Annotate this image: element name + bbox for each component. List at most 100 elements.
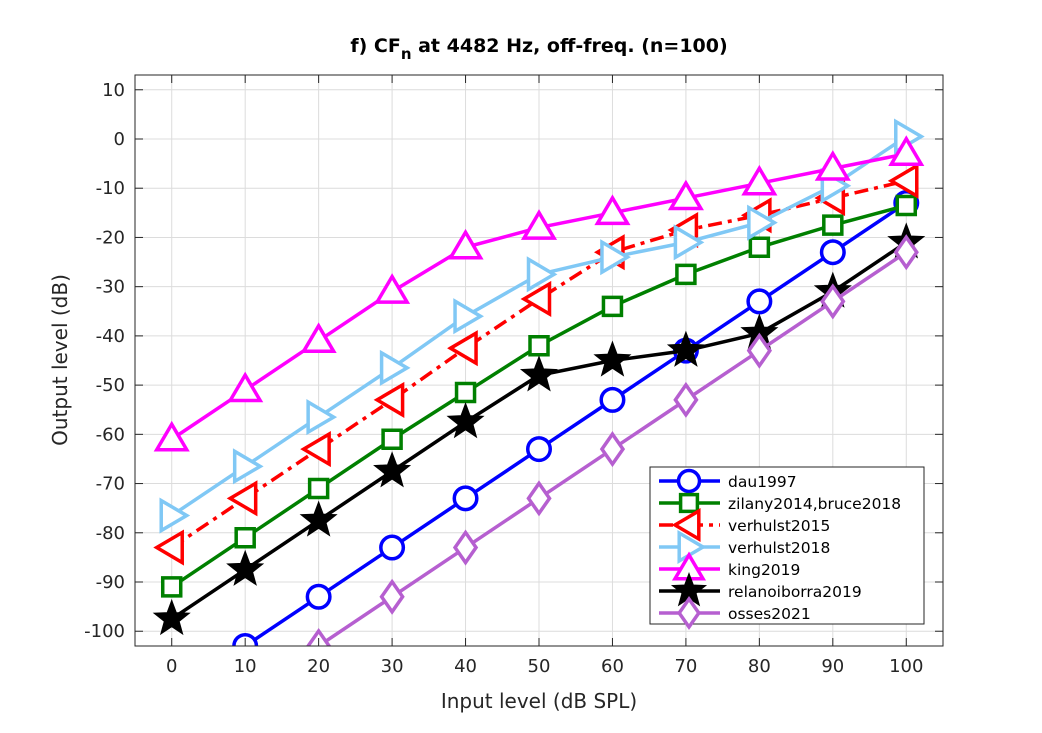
marker-diamond <box>526 480 552 517</box>
marker-square <box>528 334 550 357</box>
legend-label: relanoiborra2019 <box>728 583 862 601</box>
marker-triangle-up <box>153 420 190 452</box>
legend-item: zilany2014,bruce2018 <box>659 492 901 514</box>
y-tick-label: 10 <box>102 80 125 101</box>
marker-star <box>152 598 191 636</box>
marker-square <box>748 236 771 259</box>
ticks: 0 10 20 30 40 50 60 70 80 90 100100-10-20-30-40-50… <box>84 75 943 677</box>
marker-triangle-up <box>888 135 925 167</box>
marker-triangle-up <box>227 371 264 403</box>
marker-triangle-up <box>814 150 851 181</box>
y-tick-label: -20 <box>96 227 125 248</box>
marker-square <box>678 492 700 514</box>
x-tick-label: 100 <box>889 656 923 677</box>
marker-triangle-right <box>526 256 558 293</box>
marker-triangle-up <box>300 322 337 354</box>
marker-diamond <box>677 595 701 631</box>
marker-diamond <box>746 332 772 369</box>
marker-triangle-right <box>600 239 631 276</box>
marker-square <box>675 263 697 286</box>
marker-star <box>593 340 632 377</box>
marker-triangle-right <box>159 497 191 534</box>
marker-circle <box>819 239 846 266</box>
marker-diamond <box>452 529 479 566</box>
x-tick-label: 50 <box>528 656 551 677</box>
marker-star <box>666 330 705 367</box>
x-tick-label: 70 <box>674 656 697 677</box>
marker-triangle-right <box>677 529 707 565</box>
x-tick-label: 60 <box>601 656 624 677</box>
series-group <box>152 118 926 710</box>
marker-triangle-up <box>741 164 778 196</box>
marker-circle <box>160 684 183 707</box>
marker-star <box>446 402 485 439</box>
marker-square <box>234 526 256 549</box>
marker-triangle-right <box>747 204 778 241</box>
marker-circle <box>526 436 552 463</box>
x-axis-label: Input level (dB SPL) <box>441 689 637 713</box>
y-tick-label: -50 <box>96 375 125 396</box>
chart-title: f) CFn at 4482 Hz, off-freq. (n=100) <box>350 35 727 63</box>
marker-triangle-up <box>374 273 411 304</box>
legend: dau1997 zilany2014,bruce2018 verhulst2015 v… <box>649 466 925 631</box>
legend-label: zilany2014,bruce2018 <box>728 495 901 513</box>
marker-star <box>519 355 559 392</box>
x-tick-label: 40 <box>454 656 477 677</box>
y-tick-label: -90 <box>96 572 125 593</box>
y-tick-label: 0 <box>114 129 125 150</box>
marker-diamond <box>379 578 405 615</box>
marker-triangle-left <box>373 381 405 418</box>
y-axis-label: Output level (dB) <box>48 274 72 446</box>
x-tick-label: 30 <box>381 656 404 677</box>
marker-diamond <box>235 680 256 710</box>
marker-triangle-right <box>232 448 264 485</box>
marker-diamond <box>673 381 699 418</box>
legend-item: osses2021 <box>659 595 811 631</box>
marker-triangle-left <box>153 529 184 566</box>
x-tick-label: 80 <box>748 656 771 677</box>
marker-circle <box>379 534 406 561</box>
series-osses2021 <box>235 234 919 710</box>
marker-circle <box>305 583 332 610</box>
marker-square <box>307 477 330 500</box>
marker-triangle-left <box>226 480 258 517</box>
marker-triangle-left <box>887 162 919 199</box>
marker-square <box>454 381 477 404</box>
y-tick-label: -100 <box>84 621 125 642</box>
marker-square <box>601 295 624 318</box>
y-tick-label: -40 <box>96 326 125 347</box>
marker-circle <box>746 288 773 315</box>
marker-star <box>299 500 338 537</box>
marker-triangle-right <box>306 399 338 436</box>
marker-square <box>822 214 844 236</box>
y-tick-label: -70 <box>96 474 125 495</box>
marker-triangle-left <box>447 330 478 367</box>
marker-triangle-up <box>447 228 484 260</box>
marker-triangle-right <box>673 224 705 261</box>
marker-circle <box>452 485 479 512</box>
legend-item: king2019 <box>659 551 800 581</box>
marker-star <box>373 451 412 488</box>
legend-label: king2019 <box>728 561 800 579</box>
series-zilany2014,bruce2018 <box>160 194 918 598</box>
y-tick-label: -30 <box>96 277 125 298</box>
marker-circle <box>676 468 702 494</box>
marker-triangle-left <box>300 431 331 468</box>
legend-item: dau1997 <box>659 468 797 494</box>
x-tick-label: 90 <box>821 656 844 677</box>
series-king2019 <box>153 135 925 452</box>
marker-diamond <box>820 283 846 320</box>
marker-square <box>160 576 183 598</box>
x-tick-label: 20 <box>307 656 330 677</box>
marker-diamond <box>599 431 626 468</box>
marker-triangle-left <box>520 280 552 318</box>
marker-triangle-right <box>379 349 411 386</box>
marker-square <box>895 194 918 217</box>
legend-label: verhulst2015 <box>728 517 830 535</box>
marker-triangle-up <box>594 194 631 226</box>
legend-label: verhulst2018 <box>728 539 830 557</box>
legend-item: verhulst2018 <box>659 529 830 565</box>
marker-triangle-up <box>667 179 704 211</box>
legend-label: dau1997 <box>728 473 797 491</box>
